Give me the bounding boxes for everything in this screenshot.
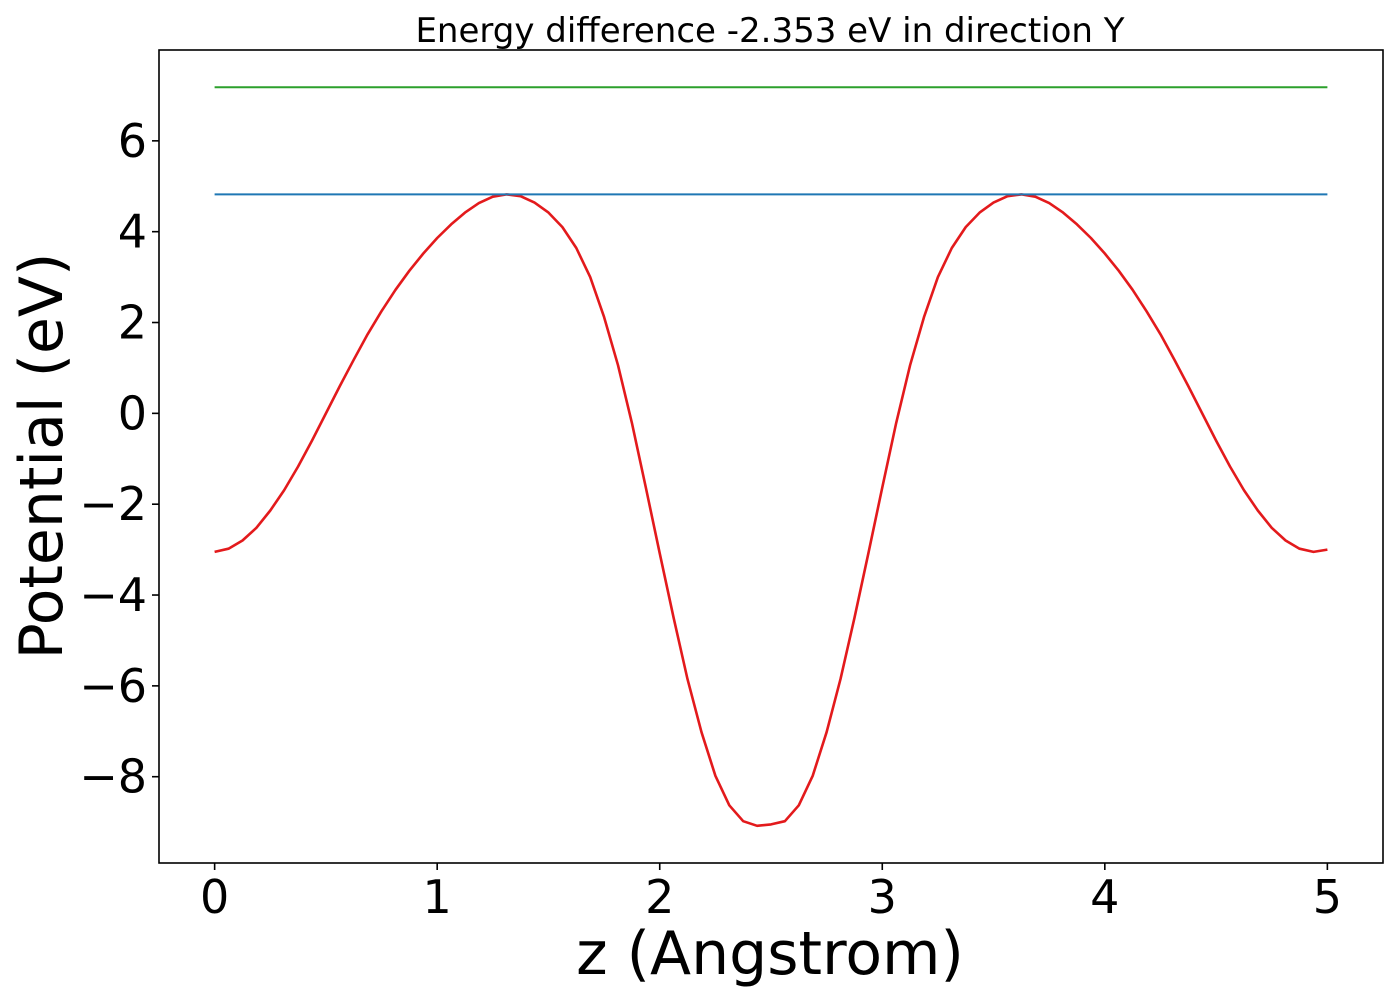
y-axis-ticks: −8 −6 −4 −2 0 2 4 6 [79, 114, 159, 804]
x-tick-label: 4 [1090, 870, 1119, 924]
x-axis-label: z (Angstrom) [576, 919, 964, 989]
x-tick-label: 5 [1313, 870, 1342, 924]
y-tick-label: −8 [79, 750, 147, 804]
y-tick-label: −2 [79, 477, 147, 531]
y-tick-label: 6 [118, 114, 147, 168]
chart-title: Energy difference -2.353 eV in direction… [415, 11, 1124, 51]
x-axis-ticks: 0 1 2 3 4 5 [200, 863, 1342, 924]
y-tick-label: 0 [118, 386, 147, 440]
y-axis-label: Potential (eV) [7, 253, 77, 660]
series-layer [214, 86, 1328, 828]
series-line-0 [214, 193, 1328, 828]
x-tick-label: 0 [200, 870, 229, 924]
x-tick-label: 1 [423, 870, 452, 924]
y-tick-label: −4 [79, 568, 147, 622]
y-tick-label: 2 [118, 296, 147, 350]
x-tick-label: 3 [868, 870, 897, 924]
y-tick-label: −6 [79, 659, 147, 713]
y-tick-label: 4 [118, 205, 147, 259]
x-tick-label: 2 [645, 870, 674, 924]
plot-frame [158, 49, 1384, 864]
